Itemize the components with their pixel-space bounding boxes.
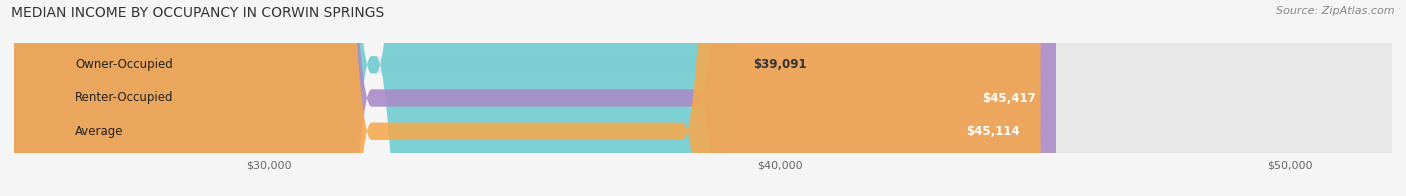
FancyBboxPatch shape	[14, 0, 1392, 196]
Text: $45,114: $45,114	[966, 125, 1021, 138]
FancyBboxPatch shape	[14, 0, 1040, 196]
FancyBboxPatch shape	[14, 0, 1392, 196]
Text: Source: ZipAtlas.com: Source: ZipAtlas.com	[1277, 6, 1395, 16]
Text: $39,091: $39,091	[754, 58, 807, 71]
FancyBboxPatch shape	[14, 0, 1392, 196]
Text: Renter-Occupied: Renter-Occupied	[76, 92, 174, 104]
Text: $45,417: $45,417	[981, 92, 1036, 104]
Text: Owner-Occupied: Owner-Occupied	[76, 58, 173, 71]
FancyBboxPatch shape	[14, 0, 1056, 196]
Text: Average: Average	[76, 125, 124, 138]
FancyBboxPatch shape	[14, 0, 733, 196]
Text: MEDIAN INCOME BY OCCUPANCY IN CORWIN SPRINGS: MEDIAN INCOME BY OCCUPANCY IN CORWIN SPR…	[11, 6, 384, 20]
